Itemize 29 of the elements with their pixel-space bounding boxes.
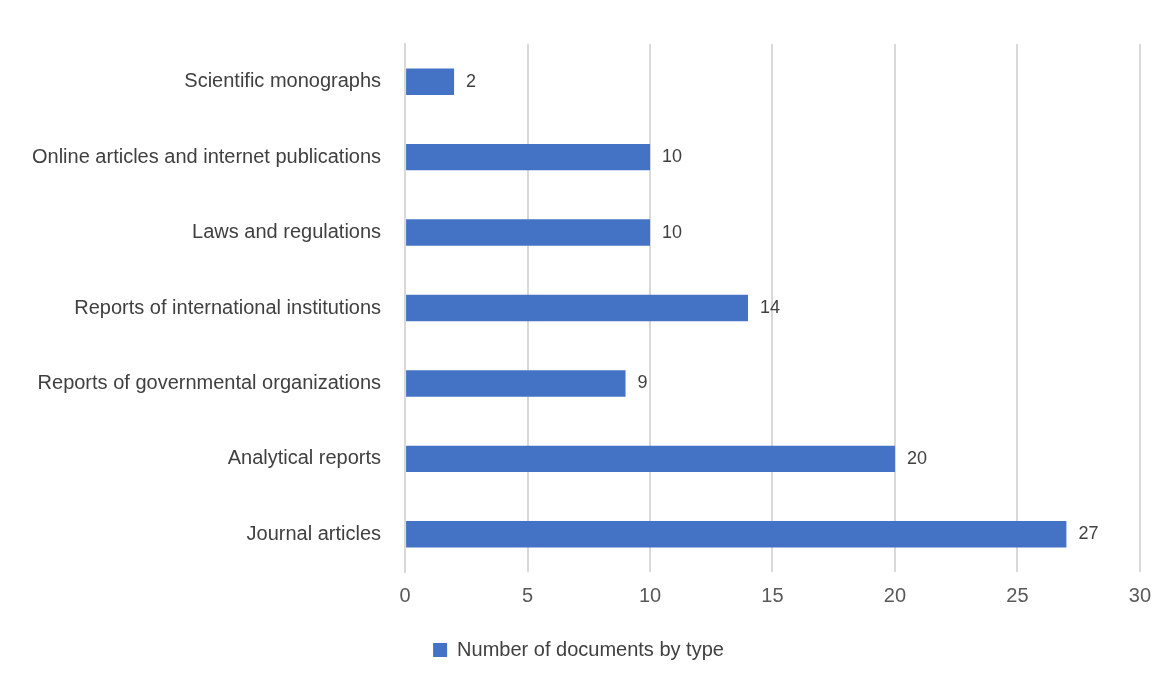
x-tick-label: 0: [399, 583, 411, 606]
data-label: 27: [1078, 523, 1099, 544]
y-tick-label: Analytical reports: [227, 446, 382, 469]
data-label: 10: [662, 146, 683, 167]
x-tick-label: 15: [761, 583, 784, 606]
data-label: 14: [759, 296, 781, 317]
bar: [406, 521, 1067, 548]
bar: [406, 68, 455, 95]
y-tick-label: Online articles and internet publications: [32, 144, 382, 167]
y-tick-label: Laws and regulations: [192, 220, 382, 243]
x-tick-label: 10: [638, 583, 662, 606]
y-tick-label: Journal articles: [246, 521, 382, 544]
bar: [406, 445, 895, 473]
x-tick-label: 25: [1006, 583, 1029, 606]
x-tick-label: 5: [521, 583, 534, 606]
data-label: 2: [466, 70, 477, 91]
bar: [406, 219, 651, 246]
y-tick-label: Reports of governmental organizations: [37, 370, 382, 393]
y-tick-label: Scientific monographs: [184, 69, 382, 92]
data-label: 9: [637, 372, 648, 393]
legend-label: Number of documents by type: [457, 637, 724, 660]
bar: [406, 143, 651, 171]
x-tick-label: 30: [1128, 583, 1151, 606]
y-tick-label: Reports of international institutions: [74, 295, 382, 318]
x-tick-label: 20: [883, 583, 907, 606]
data-label: 10: [662, 221, 683, 242]
data-label: 20: [906, 447, 927, 468]
bar: [406, 370, 626, 397]
bar: [406, 294, 748, 322]
